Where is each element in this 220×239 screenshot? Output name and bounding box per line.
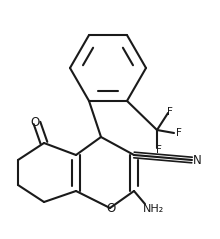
Text: N: N	[192, 154, 201, 167]
Text: F: F	[176, 128, 182, 138]
Text: NH₂: NH₂	[142, 204, 164, 214]
Text: F: F	[156, 145, 162, 155]
Text: F: F	[167, 107, 173, 117]
Text: O: O	[106, 202, 116, 216]
Text: O: O	[30, 115, 40, 129]
